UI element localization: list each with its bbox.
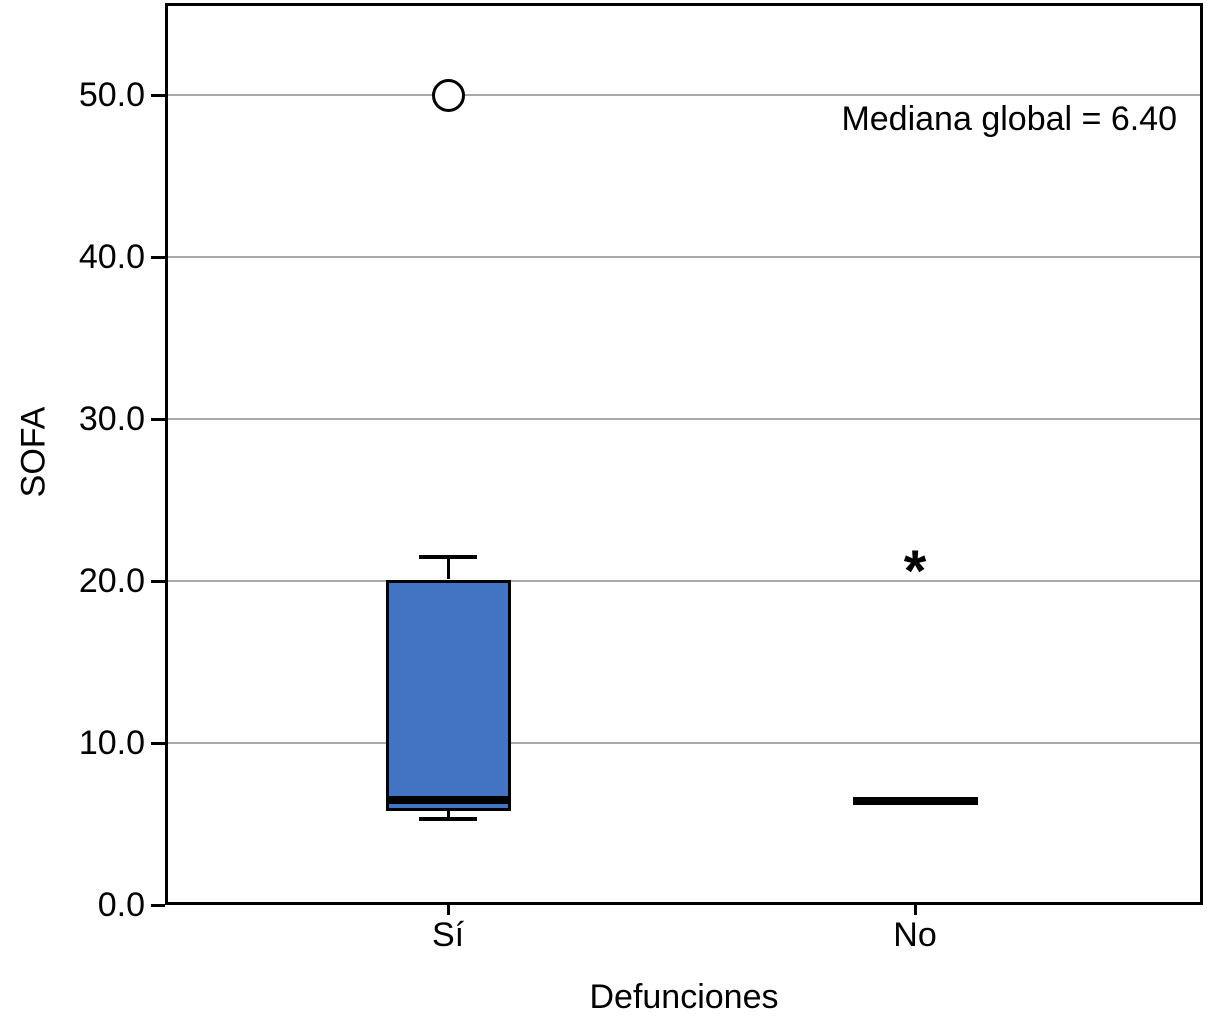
gridline <box>168 742 1200 744</box>
median-annotation: Mediana global = 6.40 <box>841 100 1177 138</box>
gridline <box>168 94 1200 96</box>
lower-whisker-cap <box>419 817 477 822</box>
x-axis-title: Defunciones <box>589 978 779 1016</box>
y-tick-label: 30.0 <box>78 400 145 438</box>
upper-whisker-cap <box>419 554 477 559</box>
y-axis-tick <box>151 93 165 97</box>
box-si <box>385 579 511 811</box>
y-axis-tick <box>151 741 165 745</box>
y-axis-tick <box>151 255 165 259</box>
lower-whisker-stem <box>446 810 450 820</box>
category-label-no: No <box>893 916 937 954</box>
y-tick-label: 40.0 <box>78 238 145 276</box>
gridline <box>168 256 1200 258</box>
y-axis-tick <box>151 579 165 583</box>
y-tick-label: 0.0 <box>97 886 145 924</box>
category-label-si: Sí <box>431 916 465 954</box>
upper-whisker-stem <box>446 556 450 580</box>
gridline <box>168 580 1200 582</box>
y-tick-label: 20.0 <box>78 562 145 600</box>
gridline <box>168 418 1200 420</box>
y-axis-tick <box>151 903 165 907</box>
mild-outlier-circle <box>431 78 465 112</box>
collapsed-box-median-line <box>852 797 978 806</box>
median-line <box>388 795 508 804</box>
y-axis-tick <box>151 417 165 421</box>
x-axis-tick <box>446 905 450 915</box>
plot-area <box>165 3 1203 905</box>
y-tick-label: 10.0 <box>78 724 145 762</box>
y-tick-label: 50.0 <box>78 76 145 114</box>
extreme-outlier-asterisk: * <box>903 538 927 604</box>
x-axis-tick <box>913 905 917 915</box>
